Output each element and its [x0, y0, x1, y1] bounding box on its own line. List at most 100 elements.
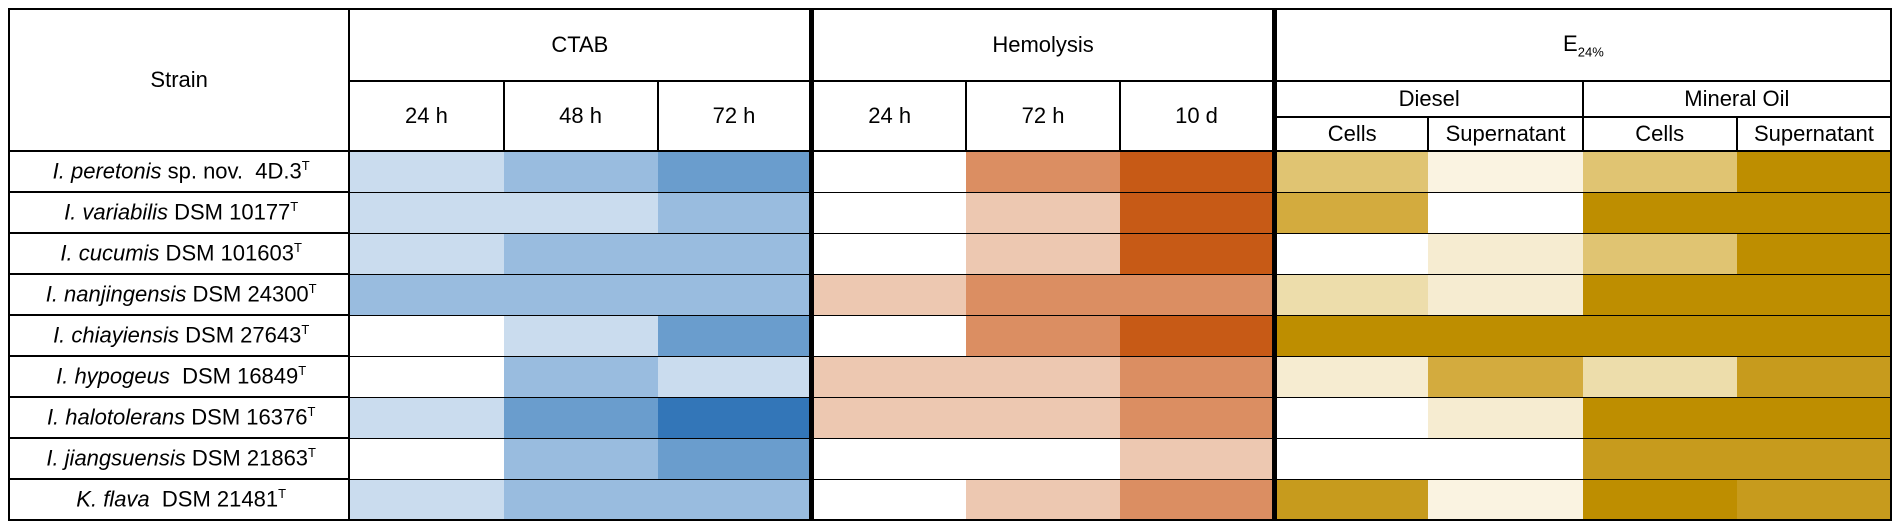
type-strain-marker: T [308, 281, 317, 297]
type-strain-marker: T [301, 158, 310, 174]
heatmap-cell [657, 355, 812, 398]
heatmap-cell [1582, 437, 1737, 480]
heatmap-cell [349, 191, 504, 234]
heatmap-cell [503, 478, 658, 521]
heatmap-cell [657, 314, 812, 357]
heatmap-cell [1736, 232, 1893, 275]
diesel-subgroup-header: Diesel [1271, 80, 1584, 118]
strain-genus: I. cucumis [60, 240, 160, 266]
heatmap-cell [966, 191, 1121, 234]
heatmap-cell [657, 437, 812, 480]
heatmap-cell [1428, 478, 1583, 521]
strain-designation: sp. nov. 4D.3 [161, 158, 302, 184]
heatmap-cell [1736, 150, 1893, 193]
heatmap-cell [809, 273, 966, 316]
type-strain-marker: T [298, 363, 307, 379]
heatmap-cell [1582, 191, 1737, 234]
strain-genus: I. variabilis [64, 199, 168, 225]
table-row: I. variabilis DSM 10177T [7, 191, 1893, 234]
diesel-cells-header: Cells [1271, 116, 1430, 152]
heatmap-body: I. peretonis sp. nov. 4D.3T I. variabilis… [7, 150, 1893, 521]
strain-label: I. hypogeus DSM 16849T [7, 355, 351, 398]
heatmap-cell [1120, 314, 1275, 357]
heatmap-cell [349, 396, 504, 439]
hemolysis-group-header: Hemolysis [809, 8, 1276, 82]
strain-designation: DSM 10177 [168, 199, 291, 225]
type-strain-marker: T [308, 445, 316, 461]
heatmap-cell [1582, 355, 1737, 398]
heatmap-cell [503, 191, 658, 234]
strain-genus: I. hypogeus [56, 363, 170, 389]
heatmap-cell [1582, 273, 1737, 316]
type-strain-marker: T [290, 199, 299, 215]
heatmap-cell [1428, 232, 1583, 275]
heatmap-cell [503, 355, 658, 398]
e24-subscript: 24% [1577, 44, 1604, 60]
heatmap-cell [1120, 355, 1275, 398]
heatmap-cell [809, 314, 966, 357]
heatmap-cell [1271, 232, 1429, 275]
heatmap-cell [657, 191, 812, 234]
strain-label: I. cucumis DSM 101603T [7, 232, 351, 275]
strain-column-header: Strain [7, 8, 351, 152]
heatmap-cell [966, 150, 1121, 193]
heatmap-cell [1736, 478, 1893, 521]
strain-genus: I. chiayiensis [53, 322, 180, 348]
ctab-72h-header: 72 h [656, 80, 813, 152]
strain-designation: DSM 24300 [186, 281, 309, 307]
mineral-oil-cells-header: Cells [1581, 116, 1738, 152]
diesel-supernatant-header: Supernatant [1427, 116, 1584, 152]
heatmap-cell [503, 396, 658, 439]
strain-genus: I. peretonis [52, 158, 162, 184]
table-row: K. flava DSM 21481T [7, 478, 1893, 521]
heatmap-cell [809, 232, 966, 275]
heatmap-cell [657, 232, 812, 275]
heatmap-cell [1582, 150, 1737, 193]
heatmap-cell [966, 273, 1121, 316]
hemolysis-24h-header: 24 h [809, 80, 968, 152]
heatmap-cell [1120, 150, 1275, 193]
strain-label: I. variabilis DSM 10177T [7, 191, 351, 234]
strain-label: I. jiangsuensis DSM 21863T [7, 437, 351, 480]
heatmap-cell [1736, 191, 1893, 234]
heatmap-cell [1428, 437, 1583, 480]
heatmap-cell [349, 273, 504, 316]
heatmap-cell [1271, 396, 1429, 439]
heatmap-cell [657, 273, 812, 316]
heatmap-cell [809, 150, 966, 193]
type-strain-marker: T [278, 486, 287, 502]
type-strain-marker: T [301, 322, 310, 338]
heatmap-cell [1120, 191, 1275, 234]
strain-genus: K. flava [76, 486, 150, 512]
strain-designation: DSM 101603 [159, 240, 294, 266]
e24-group-header: E24% [1271, 8, 1892, 82]
mineral-oil-subgroup-header: Mineral Oil [1581, 80, 1893, 118]
table-row: I. jiangsuensis DSM 21863T [7, 437, 1893, 480]
heatmap-cell [966, 478, 1121, 521]
heatmap-cell [657, 478, 812, 521]
heatmap-cell [809, 396, 966, 439]
heatmap-cell [809, 191, 966, 234]
strain-designation: DSM 16849 [169, 363, 299, 389]
ctab-48h-header: 48 h [502, 80, 659, 152]
heatmap-cell [657, 150, 812, 193]
heatmap-cell [1271, 478, 1429, 521]
strain-genus: I. jiangsuensis [46, 445, 186, 471]
strain-genus: I. nanjingensis [45, 281, 187, 307]
heatmap-cell [1582, 314, 1737, 357]
table-row: I. cucumis DSM 101603T [7, 232, 1893, 275]
strain-label: I. peretonis sp. nov. 4D.3T [7, 150, 351, 193]
mineral-oil-supernatant-header: Supernatant [1735, 116, 1893, 152]
heatmap-cell [349, 478, 504, 521]
heatmap-cell [1271, 273, 1429, 316]
heatmap-cell [503, 314, 658, 357]
table-row: I. halotolerans DSM 16376T [7, 396, 1893, 439]
table-row: I. hypogeus DSM 16849T [7, 355, 1893, 398]
heatmap-cell [1120, 232, 1275, 275]
ctab-group-header: CTAB [348, 8, 813, 82]
heatmap-cell [1428, 396, 1583, 439]
heatmap-cell [1428, 355, 1583, 398]
table-row: I. chiayiensis DSM 27643T [7, 314, 1893, 357]
heatmap-cell [349, 314, 504, 357]
hemolysis-72h-header: 72 h [964, 80, 1122, 152]
